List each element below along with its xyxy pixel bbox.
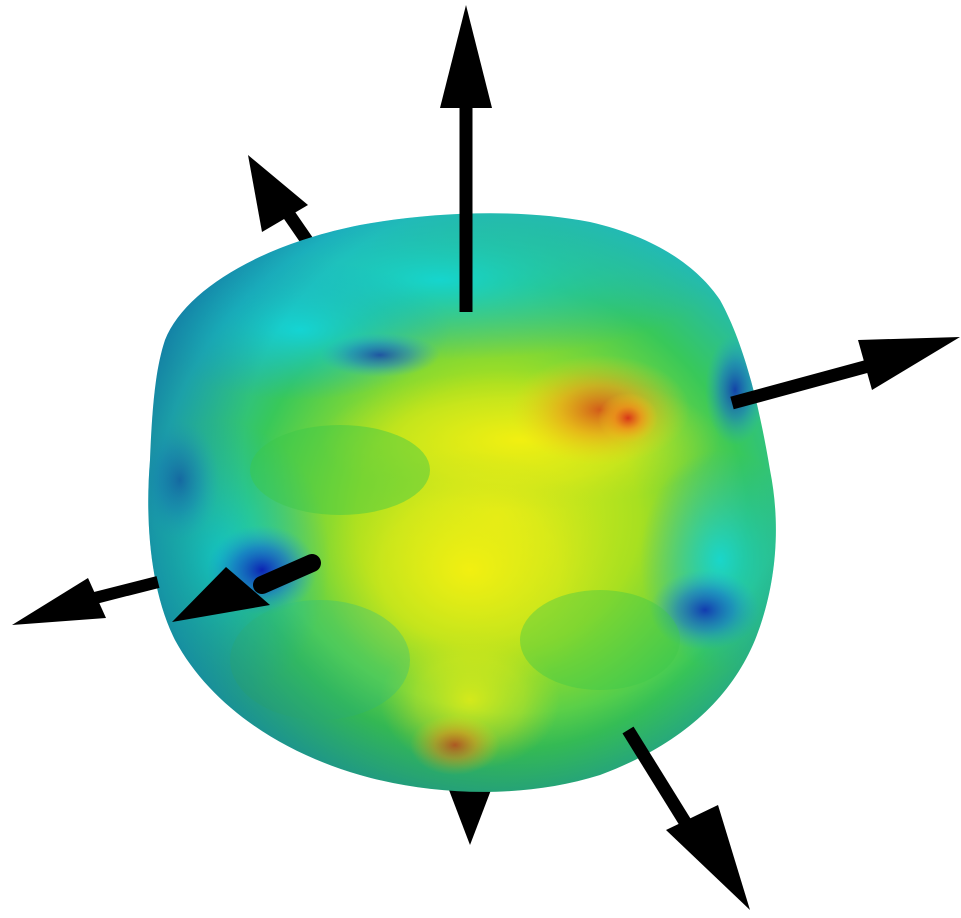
arrow-lower-right: [622, 726, 750, 910]
arrow-top: [440, 5, 492, 312]
arrow-bottom: [449, 790, 491, 845]
arrow-right: [730, 337, 960, 410]
arrow-front-left: [172, 554, 321, 622]
arrow-left: [12, 576, 160, 625]
colored-blob-surface: [148, 213, 776, 792]
arrow-upper-left: [248, 155, 318, 252]
